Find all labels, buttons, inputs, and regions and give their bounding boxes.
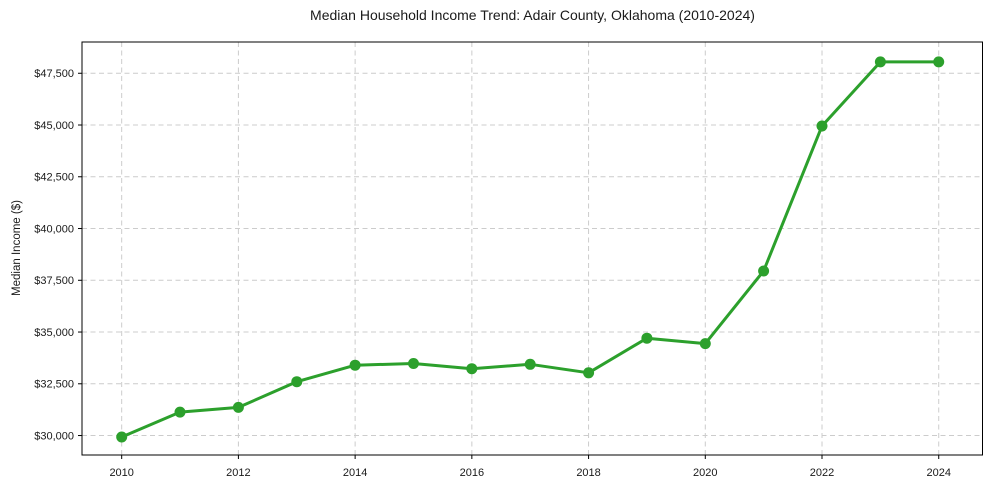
data-point-2022 bbox=[816, 120, 828, 132]
y-tick-label: $45,000 bbox=[34, 120, 74, 132]
data-point-2021 bbox=[758, 265, 770, 277]
data-point-2018 bbox=[583, 367, 595, 379]
x-tick-label: 2012 bbox=[226, 467, 250, 479]
y-tick-label: $37,500 bbox=[34, 275, 74, 287]
data-point-2013 bbox=[291, 376, 303, 388]
y-tick-label: $40,000 bbox=[34, 223, 74, 235]
y-tick-label: $47,500 bbox=[34, 68, 74, 80]
data-point-2023 bbox=[874, 56, 886, 68]
x-tick-label: 2010 bbox=[109, 467, 133, 479]
data-point-2011 bbox=[174, 406, 186, 418]
y-tick-label: $35,000 bbox=[34, 327, 74, 339]
trend-line bbox=[120, 60, 941, 439]
y-tick-label: $30,000 bbox=[34, 430, 74, 442]
chart-title: Median Household Income Trend: Adair Cou… bbox=[310, 7, 755, 23]
data-point-2015 bbox=[408, 358, 419, 369]
data-point-2024 bbox=[933, 56, 945, 68]
data-point-2017 bbox=[524, 358, 536, 370]
data-point-2019 bbox=[641, 332, 653, 344]
x-tick-label: 2014 bbox=[343, 467, 367, 479]
data-point-2012 bbox=[232, 401, 244, 413]
data-point-2010 bbox=[116, 431, 128, 443]
y-tick-label: $32,500 bbox=[34, 379, 74, 391]
x-tick-label: 2016 bbox=[460, 467, 484, 479]
x-tick-label: 2022 bbox=[810, 467, 834, 479]
x-tick-label: 2024 bbox=[926, 467, 950, 479]
data-point-2014 bbox=[349, 359, 361, 371]
y-tick-label: $42,500 bbox=[34, 172, 74, 184]
plot-border bbox=[81, 41, 983, 456]
x-tick-label: 2020 bbox=[693, 467, 717, 479]
data-point-2020 bbox=[699, 338, 711, 350]
data-point-2016 bbox=[466, 363, 478, 375]
x-tick-label: 2018 bbox=[576, 467, 600, 479]
